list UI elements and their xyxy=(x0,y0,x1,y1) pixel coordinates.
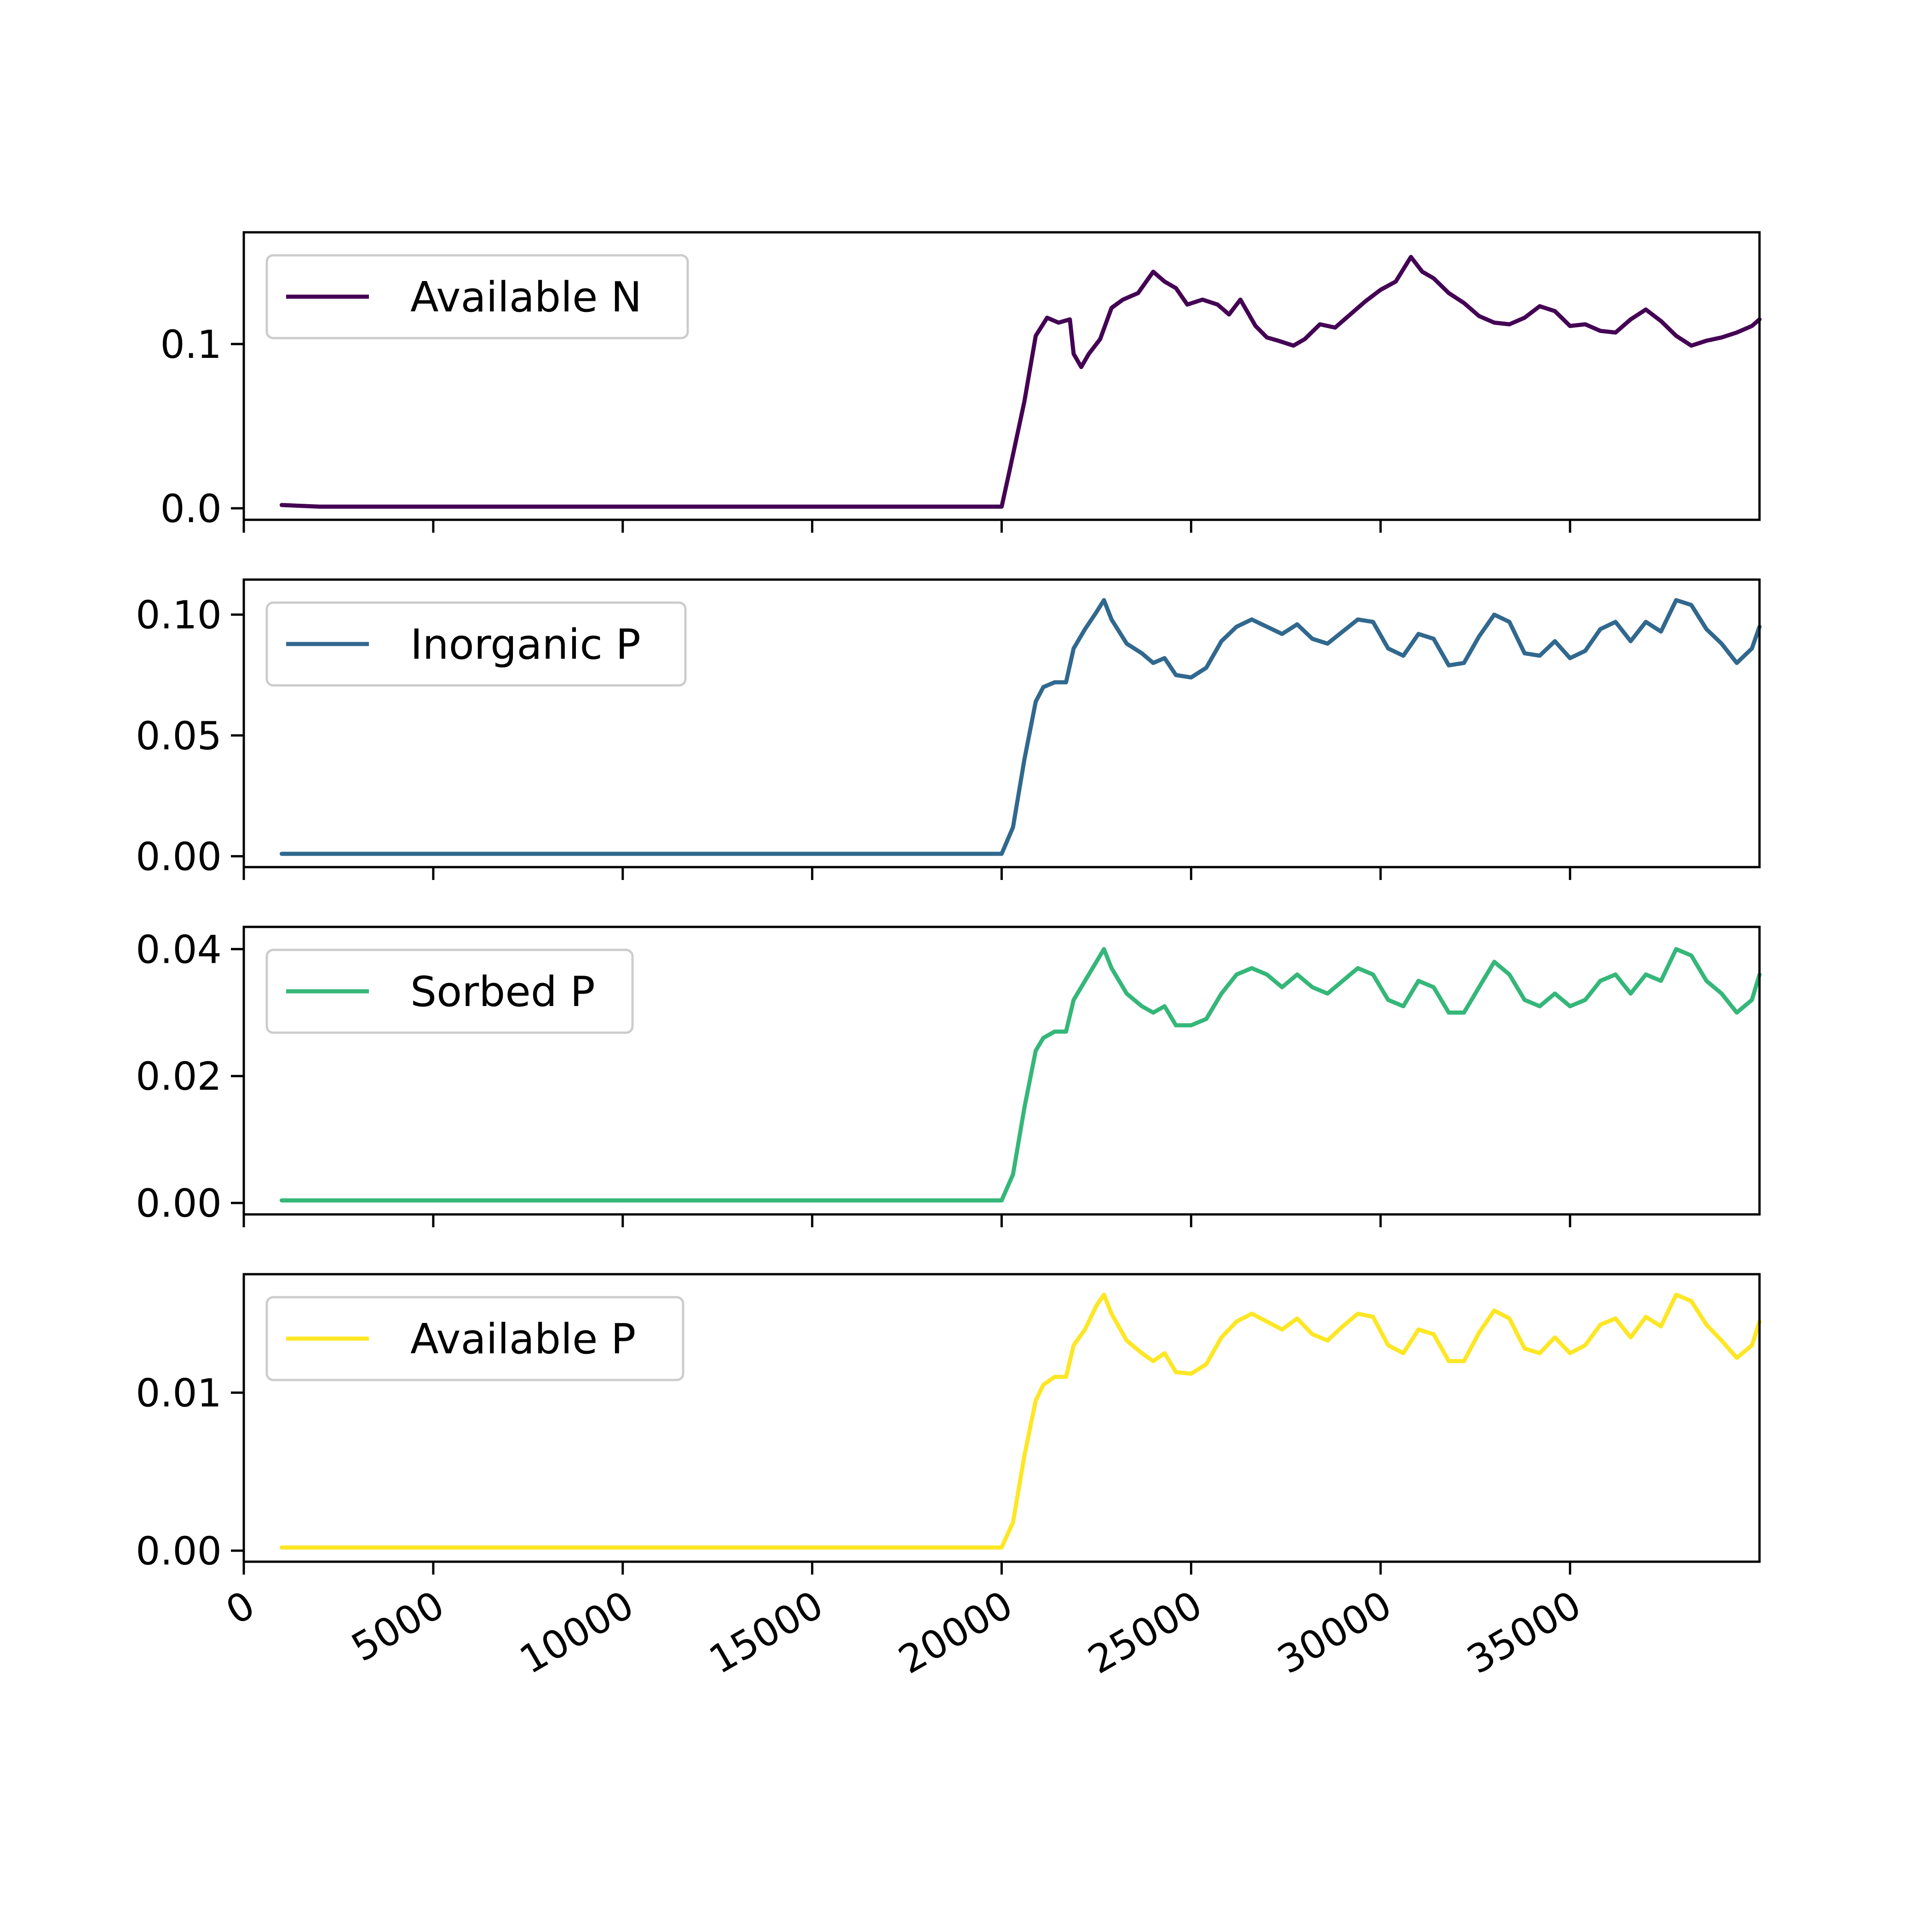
panel-1: 0.0 0.1 Available N xyxy=(160,231,1762,533)
legend-label: Available N xyxy=(410,273,642,322)
legend-label: Available P xyxy=(410,1315,636,1363)
y-tick-label: 0.0 xyxy=(160,486,222,531)
y-tick-label: 0.00 xyxy=(136,1529,222,1574)
legend-box xyxy=(265,601,687,687)
panel-3: 0.00 0.02 0.04 Sorbed P xyxy=(136,926,1762,1227)
y-tick-label: 0.00 xyxy=(136,1181,222,1226)
series-line-3 xyxy=(279,947,1762,1203)
y-tick-label: 0.01 xyxy=(136,1371,222,1416)
legend-label: Sorbed P xyxy=(410,968,595,1016)
y-tick-label: 0.04 xyxy=(136,927,222,972)
legend-box xyxy=(265,254,689,339)
series-line-4 xyxy=(279,1293,1762,1550)
y-tick-label: 0.10 xyxy=(136,592,222,638)
y-tick-label: 0.05 xyxy=(136,713,222,759)
panel-2: 0.00 0.05 0.10 Inorganic P xyxy=(136,578,1762,880)
legend-box xyxy=(265,1296,684,1381)
series-line-2 xyxy=(279,598,1762,856)
y-tick-label: 0.02 xyxy=(136,1054,222,1099)
y-tick-label: 0.1 xyxy=(160,322,222,367)
legend-box xyxy=(265,949,634,1034)
series-line-1 xyxy=(279,255,1762,509)
y-tick-label: 0.00 xyxy=(136,834,222,879)
legend-label: Inorganic P xyxy=(410,621,641,669)
